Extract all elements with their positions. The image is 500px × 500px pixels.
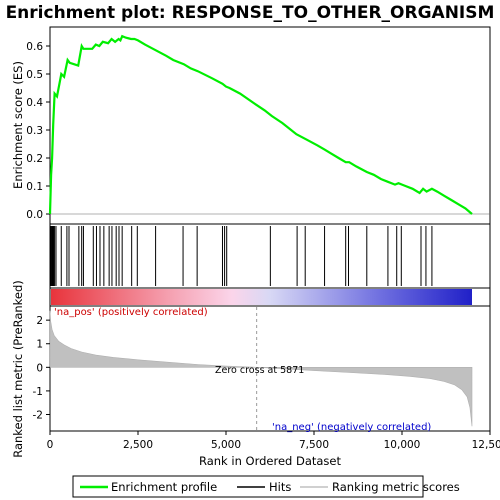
es-panel-frame (49, 26, 491, 225)
x-tick-label: 0 (47, 439, 54, 451)
negative-correlation-label: 'na_neg' (negatively correlated) (272, 422, 431, 433)
metric-y-tick-label: 2 (36, 315, 43, 327)
x-tick-label: 12,500 (472, 439, 500, 451)
chart-title: Enrichment plot: RESPONSE_TO_OTHER_ORGAN… (6, 3, 495, 23)
positive-correlation-label: 'na_pos' (positively correlated) (54, 307, 208, 318)
es-y-axis: 0.0 0.1 0.2 0.3 0.4 0.5 0.6 (26, 41, 50, 221)
es-y-tick-label: 0.0 (26, 209, 43, 221)
metric-x-axis: 0 2,500 5,000 7,500 10,000 12,500 (47, 431, 500, 451)
enrichment-profile-line (48, 34, 473, 215)
metric-y-tick-label: 0 (36, 362, 43, 374)
ranking-metric-area (49, 310, 473, 427)
legend-label-hits: Hits (269, 480, 291, 494)
es-y-tick-label: 0.2 (26, 153, 43, 165)
es-y-tick-label: 0.6 (26, 41, 43, 53)
x-tick-label: 10,000 (384, 439, 421, 451)
x-tick-label: 2,500 (123, 439, 153, 451)
x-tick-label: 5,000 (211, 439, 241, 451)
zero-cross-label: Zero cross at 5871 (215, 365, 304, 376)
metric-y-axis: -2 -1 0 1 2 (33, 315, 50, 421)
es-y-tick-label: 0.4 (26, 97, 43, 109)
x-tick-label: 7,500 (299, 439, 329, 451)
x-axis-label: Rank in Ordered Dataset (199, 454, 342, 468)
metric-y-tick-label: -1 (33, 386, 43, 398)
es-y-tick-label: 0.5 (26, 69, 43, 81)
hit-markers (50, 226, 433, 286)
es-y-tick-label: 0.1 (26, 181, 43, 193)
metric-y-tick-label: -2 (33, 409, 43, 421)
rank-color-bar (51, 289, 472, 305)
metric-y-tick-label: 1 (36, 339, 43, 351)
legend-label-enrichment-profile: Enrichment profile (111, 480, 217, 494)
metric-y-axis-label: Ranked list metric (PreRanked) (11, 280, 25, 458)
es-y-tick-label: 0.3 (26, 125, 43, 137)
legend-label-ranking-metric: Ranking metric scores (332, 480, 460, 494)
es-y-axis-label: Enrichment score (ES) (11, 61, 25, 189)
